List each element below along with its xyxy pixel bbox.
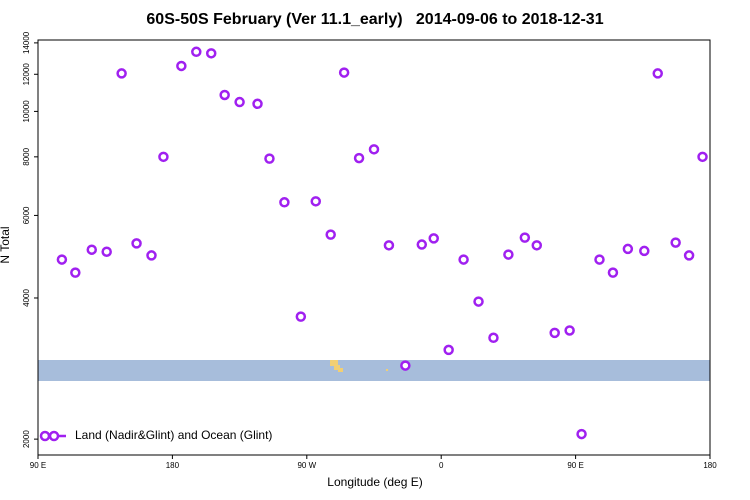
point xyxy=(146,250,157,261)
point xyxy=(383,240,395,251)
point xyxy=(264,153,275,164)
point xyxy=(519,232,531,243)
point xyxy=(564,325,575,336)
x-tick-label: 90 E xyxy=(567,461,583,470)
y-tick-label: 12000 xyxy=(22,63,31,86)
y-tick-label: 10000 xyxy=(22,100,31,123)
point xyxy=(458,254,469,265)
point xyxy=(353,152,365,164)
point xyxy=(652,68,663,79)
point xyxy=(503,249,514,260)
legend-marker xyxy=(48,430,60,442)
point xyxy=(234,96,245,108)
point xyxy=(416,239,428,250)
point xyxy=(443,344,454,356)
legend-label: Land (Nadir&Glint) and Ocean (Glint) xyxy=(75,428,272,442)
map-band xyxy=(38,360,710,381)
point xyxy=(310,196,322,207)
y-tick-label: 2000 xyxy=(22,430,31,448)
point xyxy=(252,98,263,110)
point xyxy=(683,250,695,261)
point xyxy=(639,245,650,257)
point xyxy=(670,237,681,248)
point xyxy=(325,229,336,240)
point xyxy=(473,296,484,307)
point xyxy=(549,327,560,339)
point xyxy=(400,360,411,371)
point xyxy=(56,254,68,265)
land-blobs xyxy=(330,360,388,372)
x-tick-label: 90 W xyxy=(297,461,316,470)
y-tick-label: 8000 xyxy=(22,147,31,165)
point xyxy=(428,233,439,244)
point xyxy=(594,254,605,265)
point xyxy=(576,428,587,440)
point xyxy=(368,144,380,155)
x-axis-label: Longitude (deg E) xyxy=(327,475,422,489)
point xyxy=(116,68,127,79)
point xyxy=(70,267,81,278)
point xyxy=(219,89,230,101)
x-tick-label: 180 xyxy=(166,461,180,470)
chart-title: 60S-50S February (Ver 11.1_early) 2014-0… xyxy=(146,11,603,28)
point xyxy=(101,246,112,257)
x-tick-label: 180 xyxy=(703,461,717,470)
point xyxy=(488,332,499,344)
y-tick-label: 14000 xyxy=(22,31,31,54)
point xyxy=(338,67,350,78)
point xyxy=(191,46,202,58)
point xyxy=(158,151,169,163)
point xyxy=(295,311,307,322)
point xyxy=(86,244,98,255)
legend-marker xyxy=(39,430,51,442)
point xyxy=(607,267,619,278)
point xyxy=(531,240,543,251)
point xyxy=(205,48,217,59)
point xyxy=(131,238,142,249)
y-tick-label: 6000 xyxy=(22,206,31,224)
point xyxy=(279,197,290,208)
x-tick-label: 0 xyxy=(439,461,444,470)
point xyxy=(176,60,187,72)
point xyxy=(622,243,634,255)
x-tick-label: 90 E xyxy=(30,461,46,470)
point xyxy=(697,151,708,163)
plot-frame xyxy=(37,39,711,456)
y-axis-label: N Total xyxy=(0,226,12,263)
y-tick-label: 4000 xyxy=(22,289,31,307)
